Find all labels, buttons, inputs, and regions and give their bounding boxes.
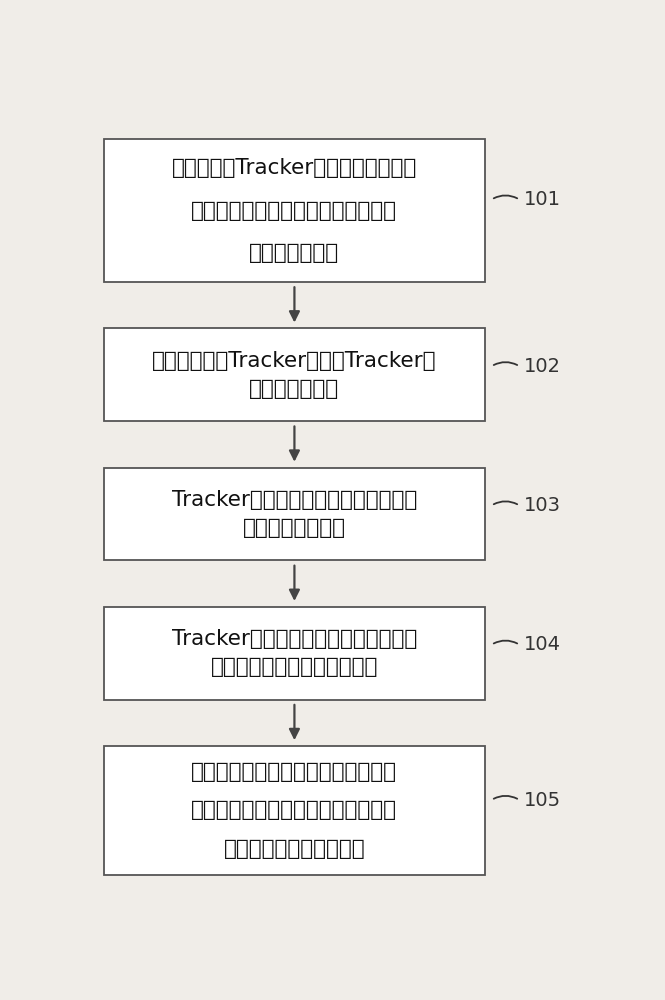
Text: 104: 104 xyxy=(524,635,561,654)
Text: Tracker从可选节点中选择满足选择条: Tracker从可选节点中选择满足选择条 xyxy=(172,490,417,510)
Bar xyxy=(104,139,485,282)
Text: 可选节点向Tracker上报自身缓存的连: 可选节点向Tracker上报自身缓存的连 xyxy=(172,158,417,178)
Text: 101: 101 xyxy=(524,190,561,209)
Text: 103: 103 xyxy=(524,496,561,515)
Bar xyxy=(104,746,485,875)
Text: 请求节点接入Tracker，并向Tracker发: 请求节点接入Tracker，并向Tracker发 xyxy=(152,351,437,371)
Text: 102: 102 xyxy=(524,357,561,376)
Text: 请求节点接收到所述节点列表后，根: 请求节点接收到所述节点列表后，根 xyxy=(192,762,398,782)
Text: 通过节点列表返回给请求节点: 通过节点列表返回给请求节点 xyxy=(211,657,378,677)
Text: 据节点列表中的节点信息确定至少一: 据节点列表中的节点信息确定至少一 xyxy=(192,800,398,820)
Text: 续子块的个数以及所述连续子块中第: 续子块的个数以及所述连续子块中第 xyxy=(192,201,398,221)
Text: Tracker将选择的候选节点的节点信息: Tracker将选择的候选节点的节点信息 xyxy=(172,629,417,649)
Text: 件的多个候选节点: 件的多个候选节点 xyxy=(243,518,346,538)
Text: 一个子块的序号: 一个子块的序号 xyxy=(249,243,340,263)
Bar xyxy=(104,607,485,700)
Text: 105: 105 xyxy=(524,791,561,810)
Text: 个候选节点作为活动节点: 个候选节点作为活动节点 xyxy=(223,839,365,859)
Bar xyxy=(104,328,485,421)
Bar xyxy=(104,468,485,560)
Text: 送节点列表请求: 送节点列表请求 xyxy=(249,379,340,399)
